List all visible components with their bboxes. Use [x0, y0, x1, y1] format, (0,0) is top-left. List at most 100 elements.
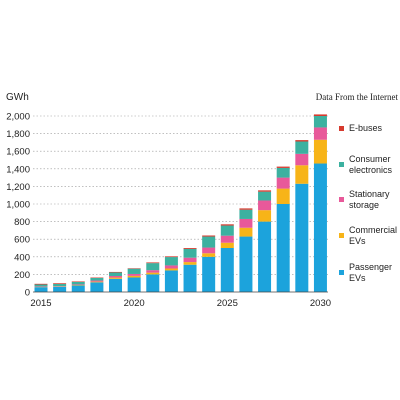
bar-segment-e-buses — [34, 283, 48, 285]
legend-label: E-buses — [349, 123, 383, 133]
bar-segment-commercial-evs — [313, 139, 327, 164]
bar-segment-passenger-evs — [164, 270, 178, 292]
bar-stack — [53, 283, 67, 292]
bar-segment-consumer-electronics — [202, 236, 216, 248]
legend-item: Commercial EVs — [339, 225, 397, 246]
bar-segment-stationary-storage — [71, 284, 85, 285]
bar-segment-e-buses — [109, 271, 123, 273]
bar-segment-stationary-storage — [183, 257, 197, 263]
bar-segment-stationary-storage — [276, 177, 290, 189]
bar-segment-e-buses — [295, 140, 309, 142]
legend-swatch — [339, 197, 344, 202]
bar-segment-commercial-evs — [220, 242, 234, 248]
legend-label: Passenger EVs — [349, 262, 392, 283]
bar-segment-consumer-electronics — [258, 191, 272, 201]
bar-segment-e-buses — [164, 256, 178, 258]
bar-segment-passenger-evs — [127, 277, 141, 292]
legend-swatch — [339, 126, 344, 131]
bar-segment-passenger-evs — [276, 204, 290, 292]
legend-swatch — [339, 270, 344, 275]
bar-segment-stationary-storage — [239, 218, 253, 228]
bar-segment-e-buses — [53, 283, 67, 284]
y-tick-label: 800 — [14, 217, 30, 228]
bar-segment-e-buses — [239, 208, 253, 210]
bar-stack — [164, 256, 178, 292]
bar-segment-passenger-evs — [53, 286, 67, 292]
bar-segment-commercial-evs — [183, 262, 197, 265]
gridlines — [33, 115, 328, 275]
bar-segment-e-buses — [71, 281, 85, 282]
legend-swatch — [339, 162, 344, 167]
y-tick-label: 1,000 — [6, 200, 30, 211]
x-tick-label: 2030 — [310, 298, 331, 309]
legend-item: Consumer electronics — [339, 154, 393, 175]
bar-segment-stationary-storage — [109, 275, 123, 278]
source-note: Data From the Internet — [316, 92, 399, 102]
y-tick-label: 200 — [14, 270, 30, 281]
bar-stack — [313, 114, 327, 292]
bar-segment-commercial-evs — [127, 275, 141, 278]
bar-segment-commercial-evs — [202, 253, 216, 257]
bar-segment-consumer-electronics — [295, 141, 309, 154]
bar-stack — [90, 277, 104, 292]
bar-segment-stationary-storage — [127, 273, 141, 276]
legend-swatch — [339, 233, 344, 238]
bar-stack — [258, 190, 272, 292]
x-tick-label: 2020 — [124, 298, 145, 309]
legend-item: E-buses — [339, 123, 383, 133]
bars — [34, 114, 327, 292]
bar-stack — [220, 224, 234, 292]
bar-segment-passenger-evs — [239, 236, 253, 292]
bar-segment-consumer-electronics — [276, 167, 290, 178]
bar-segment-passenger-evs — [109, 278, 123, 292]
bar-segment-consumer-electronics — [34, 284, 48, 287]
bar-segment-stationary-storage — [313, 127, 327, 140]
bar-segment-commercial-evs — [109, 277, 123, 279]
bar-segment-stationary-storage — [202, 247, 216, 254]
bar-stack — [202, 235, 216, 292]
bar-segment-consumer-electronics — [239, 209, 253, 219]
bar-stack — [276, 166, 290, 292]
y-tick-label: 400 — [14, 252, 30, 263]
bar-segment-stationary-storage — [164, 265, 178, 269]
bar-stack — [71, 281, 85, 292]
bar-segment-e-buses — [183, 248, 197, 249]
bar-segment-e-buses — [276, 166, 290, 168]
bar-segment-commercial-evs — [276, 188, 290, 204]
legend-label: Commercial EVs — [349, 225, 397, 246]
bar-segment-consumer-electronics — [146, 263, 160, 271]
bar-segment-passenger-evs — [202, 256, 216, 292]
bar-segment-consumer-electronics — [164, 257, 178, 266]
y-tick-labels: 0 200 400 600 800 1,000 1,200 1,400 1,600 1,800 2,… — [6, 112, 30, 299]
bar-segment-stationary-storage — [220, 235, 234, 243]
bar-segment-passenger-evs — [313, 163, 327, 292]
bar-segment-stationary-storage — [258, 200, 272, 211]
bar-segment-commercial-evs — [258, 210, 272, 222]
bar-stack — [127, 268, 141, 292]
legend-label: Consumer electronics — [349, 154, 393, 175]
legend-label: Stationary storage — [349, 189, 390, 210]
bar-segment-passenger-evs — [146, 274, 160, 292]
legend: E-buses Consumer electronics Stationary stor… — [339, 123, 397, 283]
bar-segment-commercial-evs — [239, 227, 253, 237]
bar-segment-consumer-electronics — [109, 272, 123, 276]
bar-stack — [183, 248, 197, 292]
bar-segment-e-buses — [202, 235, 216, 237]
y-unit-label: GWh — [6, 92, 29, 103]
legend-item: Passenger EVs — [339, 262, 392, 283]
x-tick-labels: 2015 2020 2025 2030 — [30, 298, 331, 309]
bar-segment-consumer-electronics — [183, 248, 197, 258]
bar-segment-commercial-evs — [295, 165, 309, 184]
bar-segment-consumer-electronics — [53, 283, 67, 287]
y-tick-label: 1,400 — [6, 164, 30, 175]
bar-stack — [239, 208, 253, 292]
bar-segment-passenger-evs — [34, 287, 48, 292]
bar-segment-passenger-evs — [258, 221, 272, 292]
bar-segment-e-buses — [220, 224, 234, 226]
bar-stack — [295, 140, 309, 292]
bar-segment-passenger-evs — [71, 285, 85, 292]
y-tick-label: 2,000 — [6, 112, 30, 123]
bar-segment-stationary-storage — [146, 270, 160, 273]
bar-segment-e-buses — [146, 262, 160, 264]
